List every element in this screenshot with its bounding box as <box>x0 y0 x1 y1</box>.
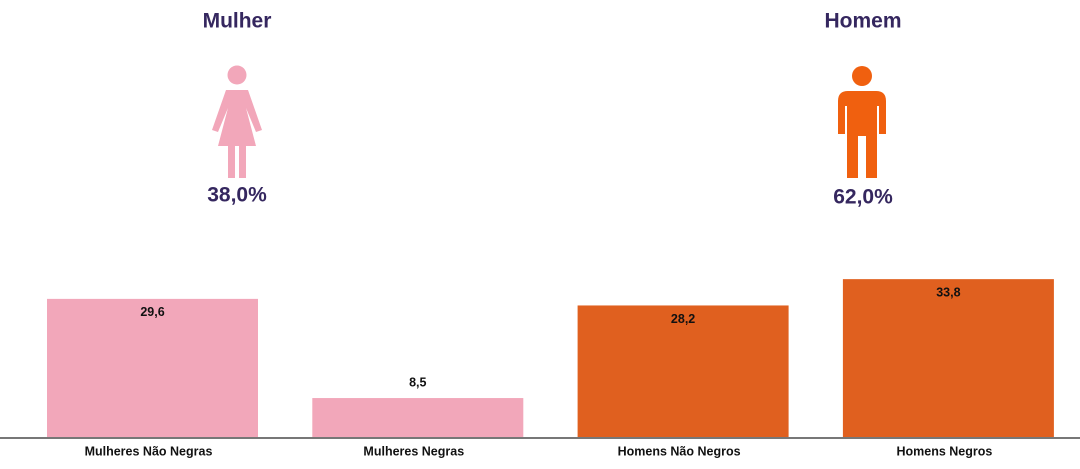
group-share: 62,0% <box>833 186 893 209</box>
x-tick-label: Mulheres Não Negras <box>85 444 213 458</box>
value-label: 29,6 <box>140 305 164 319</box>
woman-icon <box>212 65 262 178</box>
bar <box>577 305 789 438</box>
bar <box>312 398 524 438</box>
value-label: 33,8 <box>936 285 960 299</box>
group-title: Homem <box>824 10 901 33</box>
bar <box>842 279 1054 438</box>
man-icon <box>838 66 886 178</box>
x-tick-label: Homens Negros <box>896 444 992 458</box>
value-label: 28,2 <box>671 312 695 326</box>
group-share: 38,0% <box>207 184 267 207</box>
value-label: 8,5 <box>409 375 426 389</box>
group-title: Mulher <box>203 10 272 33</box>
x-tick-label: Homens Não Negros <box>618 444 741 458</box>
x-tick-label: Mulheres Negras <box>363 444 464 458</box>
bar <box>47 298 258 438</box>
